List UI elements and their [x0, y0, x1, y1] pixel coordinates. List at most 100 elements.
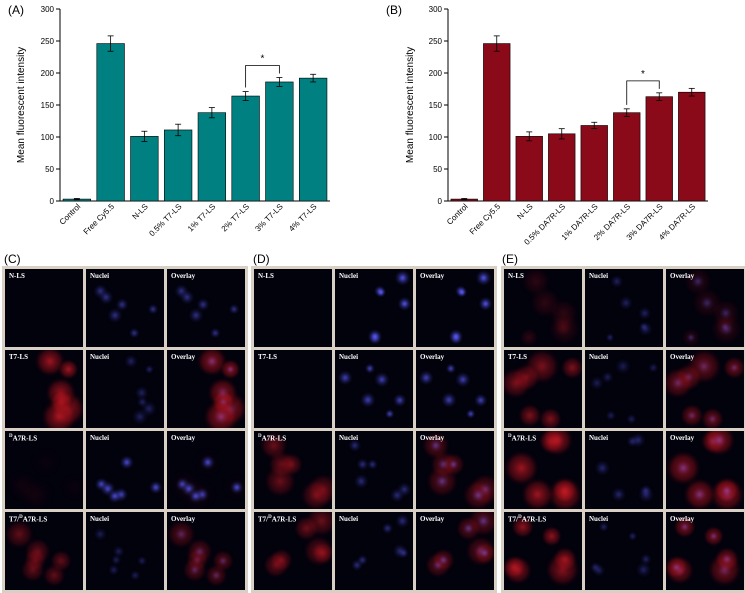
micrograph-cell-label: Overlay [670, 515, 695, 523]
y-tick-label: 50 [45, 165, 54, 174]
micrograph-image [416, 512, 494, 590]
micrograph-image [666, 350, 744, 428]
panel-label-e: (E) [502, 252, 518, 266]
micrograph-image [5, 269, 83, 347]
micrograph-cell: DA7R-LS [504, 431, 582, 509]
bar [580, 125, 608, 202]
micrograph-cell: T7/DA7R-LS [504, 512, 582, 590]
micrograph-cell: Nuclei [585, 269, 663, 347]
micrograph-cell: Nuclei [335, 350, 413, 428]
y-tick-label: 150 [429, 101, 443, 110]
y-tick-label: 200 [41, 69, 55, 78]
micrograph-cell-label: T7-LS [9, 353, 29, 361]
significance-bracket [245, 65, 280, 88]
micrograph-cell-label: DA7R-LS [258, 434, 287, 443]
micrograph-cell: N-LS [504, 269, 582, 347]
micrograph-cell-label: Nuclei [339, 272, 359, 280]
micrograph-cell: Nuclei [335, 512, 413, 590]
bar [130, 136, 159, 202]
micrograph-cell: DA7R-LS [5, 431, 83, 509]
micrograph-cell-label: Overlay [420, 434, 445, 442]
micrograph-image [335, 350, 413, 428]
bar [548, 133, 576, 202]
x-tick-label: 4% T7-LS [287, 202, 318, 233]
micrograph-cell: Nuclei [86, 512, 164, 590]
bar [645, 96, 673, 202]
micrograph-image [167, 431, 245, 509]
micrograph-cell-label: Nuclei [90, 353, 110, 361]
x-tick-label: Free Cy5.5 [468, 202, 503, 237]
panel-label-d: (D) [253, 252, 270, 266]
bar [298, 77, 328, 202]
micrograph-cell-label: T7-LS [258, 353, 278, 361]
y-tick-label: 300 [41, 5, 55, 14]
micrograph-image [167, 512, 245, 590]
micrograph-cell: DA7R-LS [254, 431, 332, 509]
bar [613, 112, 641, 202]
micrograph-cell: Overlay [666, 512, 744, 590]
micrograph-cell-label: Overlay [171, 515, 196, 523]
micrograph-cell-label: Nuclei [90, 515, 110, 523]
significance-star: * [641, 69, 645, 80]
micrograph-image [254, 350, 332, 428]
y-tick-label: 100 [429, 133, 443, 142]
bar [163, 129, 193, 202]
micrograph-cell-label: T7-LS [508, 353, 528, 361]
micrograph-image [585, 431, 663, 509]
bar [197, 112, 227, 202]
micrograph-cell: Overlay [167, 269, 245, 347]
x-tick-label: 0.5% T7-LS [147, 202, 183, 238]
bar [515, 136, 543, 202]
bar-chart-b: 0 50 100 150 200 250 300 Mean fluorescent inten… [405, 5, 708, 247]
micrograph-cell-label: Overlay [670, 353, 695, 361]
micrograph-image [585, 350, 663, 428]
x-tick-label: Control [445, 202, 470, 227]
micrograph-cell: Overlay [416, 350, 494, 428]
micrograph-cell-label: Overlay [670, 434, 695, 442]
micrograph-image [5, 431, 83, 509]
x-tick-label: 2% T7-LS [220, 202, 251, 233]
x-tick-label: Control [58, 202, 83, 227]
micrograph-cell: T7-LS [254, 350, 332, 428]
micrograph-image [5, 512, 83, 590]
y-axis-label: Mean fluorescent intensity [16, 47, 27, 163]
micrograph-cell-label: Overlay [171, 272, 196, 280]
micrograph-image [585, 512, 663, 590]
micrograph-grid: N-LS Nuclei Overlay T7-LS Nuclei Overlay DA7R-… [501, 266, 745, 593]
micrograph-image [504, 512, 582, 590]
significance-bracket [626, 80, 660, 105]
micrograph-image [86, 431, 164, 509]
significance-star: * [261, 53, 265, 64]
micrograph-cell: Overlay [167, 350, 245, 428]
micrograph-image [167, 350, 245, 428]
micrograph-image [416, 350, 494, 428]
micrograph-cell: Nuclei [585, 431, 663, 509]
micrograph-image [5, 350, 83, 428]
micrograph-image [666, 269, 744, 347]
micrograph-image [167, 269, 245, 347]
micrograph-cell-label: Nuclei [90, 272, 110, 280]
micrograph-cell-label: N-LS [258, 272, 274, 280]
micrograph-cell-label: T7/DA7R-LS [258, 515, 297, 524]
micrograph-image [335, 269, 413, 347]
micrograph-cell: Overlay [416, 512, 494, 590]
micrograph-grid: N-LS Nuclei Overlay T7-LS Nuclei Overlay DA7R-… [2, 266, 248, 593]
y-tick-label: 200 [429, 69, 443, 78]
micrograph-image [666, 431, 744, 509]
x-tick-label: N-LS [515, 202, 534, 221]
micrograph-cell-label: DA7R-LS [9, 434, 38, 443]
micrograph-cell: T7-LS [5, 350, 83, 428]
micrograph-cell-label: T7/DA7R-LS [508, 515, 547, 524]
micrograph-image [86, 269, 164, 347]
micrograph-cell-label: Nuclei [589, 353, 609, 361]
micrograph-cell: Overlay [416, 269, 494, 347]
micrograph-cell: Nuclei [585, 512, 663, 590]
micrograph-cell: Overlay [666, 431, 744, 509]
x-tick-label: 1% T7-LS [186, 202, 217, 233]
micrograph-cell-label: N-LS [508, 272, 524, 280]
micrograph-cell: N-LS [5, 269, 83, 347]
micrograph-grid: N-LS Nuclei Overlay T7-LS Nuclei Overlay DA7R-… [251, 266, 497, 593]
y-tick-label: 50 [433, 165, 442, 174]
y-tick-label: 150 [41, 101, 55, 110]
micrograph-cell: Nuclei [86, 350, 164, 428]
